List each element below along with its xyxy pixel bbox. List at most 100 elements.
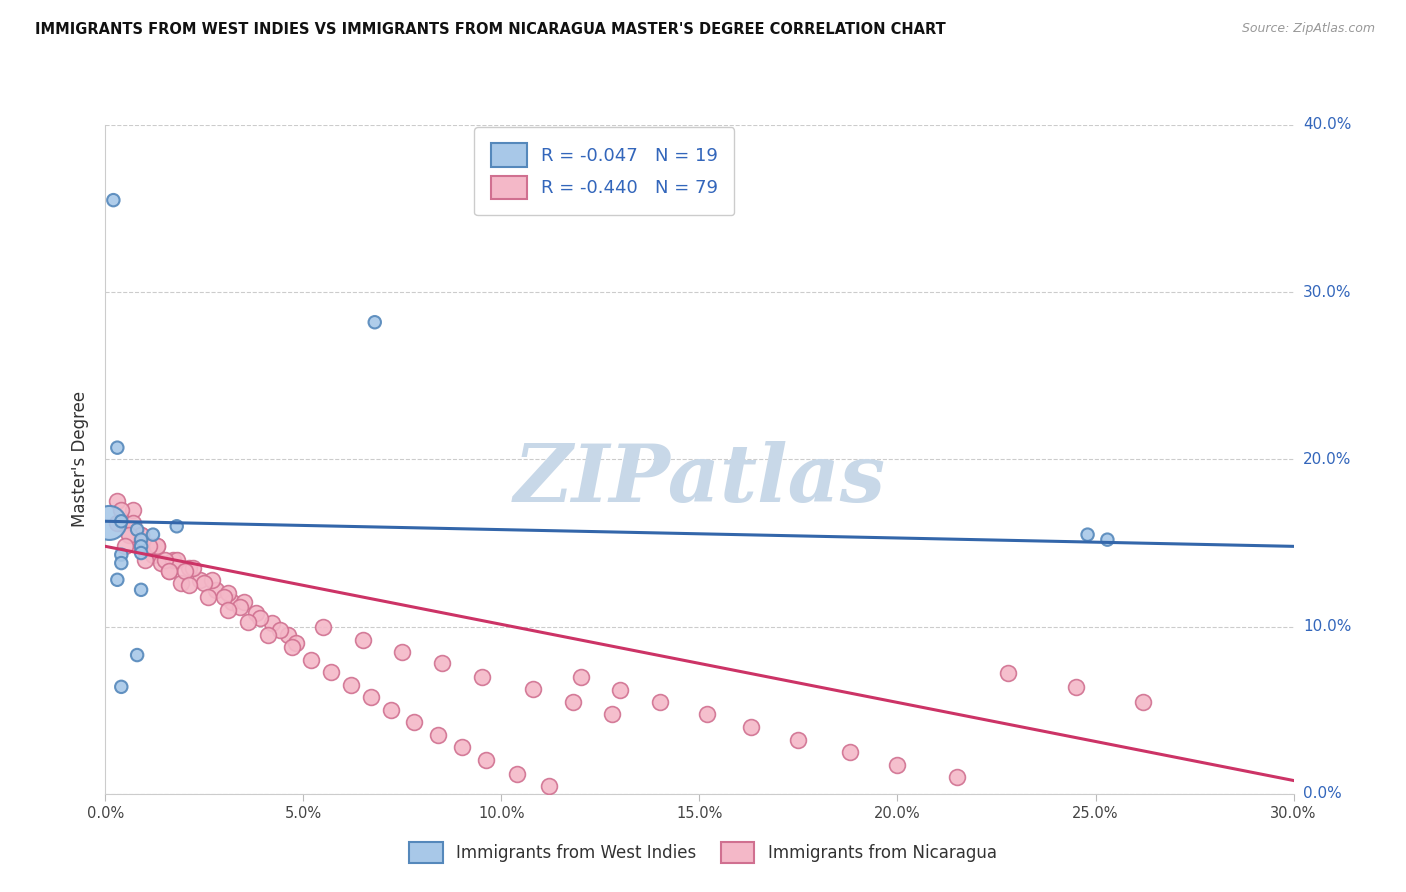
Point bbox=[284, 636, 307, 650]
Point bbox=[352, 633, 374, 648]
Point bbox=[364, 315, 387, 329]
Point bbox=[129, 527, 152, 541]
Point bbox=[696, 706, 718, 721]
Point bbox=[142, 527, 165, 541]
Point bbox=[157, 565, 180, 579]
Point bbox=[110, 556, 132, 570]
Point bbox=[129, 533, 152, 547]
Point bbox=[205, 582, 228, 597]
Point bbox=[474, 753, 496, 767]
Point bbox=[609, 683, 631, 698]
Point bbox=[105, 573, 128, 587]
Point bbox=[193, 576, 215, 591]
Text: ZIPatlas: ZIPatlas bbox=[513, 441, 886, 518]
Point bbox=[1097, 533, 1119, 547]
Point bbox=[190, 573, 212, 587]
Point bbox=[153, 552, 176, 567]
Point bbox=[110, 502, 132, 516]
Point bbox=[122, 502, 145, 516]
Point bbox=[360, 690, 382, 704]
Point bbox=[110, 516, 132, 530]
Point bbox=[129, 546, 152, 560]
Point bbox=[997, 666, 1019, 681]
Point bbox=[146, 539, 169, 553]
Point bbox=[98, 516, 121, 530]
Point bbox=[312, 619, 335, 633]
Point bbox=[450, 740, 472, 755]
Point bbox=[217, 586, 239, 600]
Point bbox=[197, 590, 219, 604]
Point bbox=[118, 525, 141, 540]
Point bbox=[173, 565, 195, 579]
Point bbox=[103, 193, 125, 207]
Point bbox=[1132, 695, 1154, 709]
Point bbox=[134, 552, 156, 567]
Point bbox=[260, 616, 283, 631]
Point bbox=[177, 578, 200, 592]
Point bbox=[149, 556, 172, 570]
Point bbox=[146, 539, 169, 553]
Point bbox=[138, 539, 160, 553]
Point bbox=[114, 539, 136, 553]
Point bbox=[157, 565, 180, 579]
Point bbox=[110, 514, 132, 528]
Point bbox=[471, 670, 494, 684]
Point bbox=[129, 539, 152, 553]
Point bbox=[129, 582, 152, 597]
Point bbox=[648, 695, 671, 709]
Point bbox=[217, 603, 239, 617]
Text: 40.0%: 40.0% bbox=[1303, 118, 1351, 132]
Point bbox=[569, 670, 592, 684]
Point bbox=[221, 594, 243, 608]
Point bbox=[740, 720, 762, 734]
Text: 30.0%: 30.0% bbox=[1303, 285, 1351, 300]
Point bbox=[129, 527, 152, 541]
Point bbox=[127, 523, 149, 537]
Text: 10.0%: 10.0% bbox=[1303, 619, 1351, 634]
Point bbox=[110, 680, 132, 694]
Point bbox=[229, 599, 252, 614]
Point bbox=[1064, 680, 1087, 694]
Text: 20.0%: 20.0% bbox=[1303, 452, 1351, 467]
Point bbox=[280, 640, 302, 654]
Point bbox=[787, 733, 810, 747]
Point bbox=[522, 681, 544, 696]
Point bbox=[277, 628, 299, 642]
Point bbox=[105, 441, 128, 455]
Point bbox=[127, 648, 149, 662]
Point bbox=[236, 615, 259, 629]
Y-axis label: Master's Degree: Master's Degree bbox=[72, 392, 90, 527]
Point bbox=[602, 706, 624, 721]
Point bbox=[427, 728, 450, 742]
Point bbox=[166, 552, 188, 567]
Point bbox=[129, 539, 152, 553]
Point bbox=[946, 770, 969, 784]
Point bbox=[245, 607, 267, 621]
Point bbox=[142, 548, 165, 562]
Legend: Immigrants from West Indies, Immigrants from Nicaragua: Immigrants from West Indies, Immigrants … bbox=[396, 829, 1010, 877]
Point bbox=[181, 561, 204, 575]
Point bbox=[256, 628, 278, 642]
Legend: R = -0.047   N = 19, R = -0.440   N = 79: R = -0.047 N = 19, R = -0.440 N = 79 bbox=[474, 128, 734, 215]
Point bbox=[162, 552, 184, 567]
Point bbox=[537, 779, 560, 793]
Point bbox=[170, 576, 193, 591]
Text: IMMIGRANTS FROM WEST INDIES VS IMMIGRANTS FROM NICARAGUA MASTER'S DEGREE CORRELA: IMMIGRANTS FROM WEST INDIES VS IMMIGRANT… bbox=[35, 22, 946, 37]
Point bbox=[299, 653, 322, 667]
Point bbox=[214, 590, 236, 604]
Point bbox=[118, 527, 141, 541]
Point bbox=[506, 766, 529, 781]
Point bbox=[105, 494, 128, 508]
Point bbox=[110, 548, 132, 562]
Point bbox=[122, 516, 145, 530]
Point bbox=[166, 519, 188, 533]
Point bbox=[380, 703, 402, 717]
Point bbox=[269, 623, 291, 637]
Point bbox=[321, 665, 343, 679]
Point bbox=[1077, 527, 1099, 541]
Point bbox=[886, 758, 908, 772]
Point bbox=[561, 695, 583, 709]
Point bbox=[233, 594, 256, 608]
Point bbox=[340, 678, 363, 692]
Point bbox=[404, 714, 426, 729]
